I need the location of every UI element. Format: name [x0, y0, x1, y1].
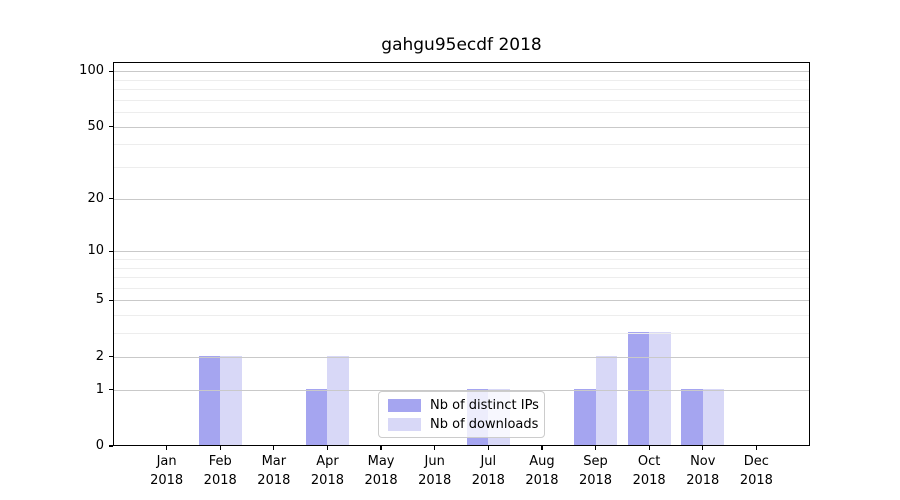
chart-title: gahgu95ecdf 2018 [381, 35, 542, 55]
xtick-label-jul: Jul 2018 [471, 454, 505, 488]
xtick-label-sep: Sep 2018 [578, 454, 613, 488]
xtick-label-jan: Jan 2018 [150, 454, 184, 488]
bars-layer [114, 63, 809, 445]
ytick-1 [109, 389, 113, 391]
bar-feb-downloads [220, 355, 242, 445]
xtick-aug [541, 446, 543, 450]
legend-swatch-downloads-icon [388, 417, 421, 431]
xtick-dec [755, 446, 757, 450]
xtick-jan [166, 446, 168, 450]
xtick-feb [219, 446, 221, 450]
plot-area: Nb of distinct IPs Nb of downloads [113, 62, 810, 446]
xtick-label-may: May 2018 [364, 454, 398, 488]
xtick-sep [594, 446, 597, 450]
bar-apr-downloads [327, 355, 349, 445]
ytick-label-50: 50 [87, 118, 104, 134]
ytick-label-10: 10 [87, 243, 104, 259]
bar-sep-ips [574, 388, 596, 445]
bar-oct-downloads [649, 332, 671, 445]
xtick-jul [487, 446, 489, 450]
ytick-label-20: 20 [87, 190, 104, 206]
xtick-label-nov: Nov 2018 [686, 454, 720, 488]
xtick-jun [434, 446, 436, 450]
xtick-label-oct: Oct 2018 [632, 454, 666, 488]
ytick-label-0: 0 [95, 438, 104, 453]
xtick-label-feb: Feb 2018 [203, 454, 237, 488]
ytick-label-5: 5 [95, 292, 104, 308]
legend-item-downloads: Nb of downloads [388, 417, 544, 432]
bar-oct-ips [627, 332, 650, 445]
xtick-apr [326, 446, 329, 450]
ytick-0 [109, 445, 113, 447]
xtick-label-dec: Dec 2018 [739, 454, 773, 488]
bar-apr-ips [305, 388, 328, 445]
ytick-20 [109, 198, 113, 200]
xtick-label-aug: Aug 2018 [525, 454, 559, 488]
xtick-label-mar: Mar 2018 [257, 454, 291, 488]
ytick-2 [109, 356, 113, 358]
ytick-100 [109, 70, 113, 72]
ytick-10 [109, 250, 113, 252]
ytick-50 [109, 126, 113, 128]
legend-label-downloads: Nb of downloads [430, 416, 539, 432]
bar-sep-downloads [595, 355, 618, 445]
bar-nov-ips [681, 388, 703, 445]
legend-item-distinct-ips: Nb of distinct IPs [388, 398, 544, 413]
xtick-mar [273, 446, 275, 450]
bar-nov-downloads [702, 388, 725, 445]
ytick-label-100: 100 [79, 63, 104, 79]
xtick-label-apr: Apr 2018 [310, 454, 344, 488]
ytick-label-1: 1 [95, 381, 104, 397]
ytick-label-2: 2 [95, 348, 104, 364]
xtick-may [380, 446, 382, 450]
ytick-5 [109, 299, 113, 302]
xtick-label-jun: Jun 2018 [418, 454, 452, 488]
legend: Nb of distinct IPs Nb of downloads [378, 391, 545, 438]
xtick-oct [648, 446, 650, 450]
xtick-nov [702, 446, 704, 450]
legend-label-distinct-ips: Nb of distinct IPs [430, 397, 539, 413]
bar-feb-ips [198, 355, 221, 445]
legend-swatch-distinct-ips-icon [388, 398, 421, 412]
